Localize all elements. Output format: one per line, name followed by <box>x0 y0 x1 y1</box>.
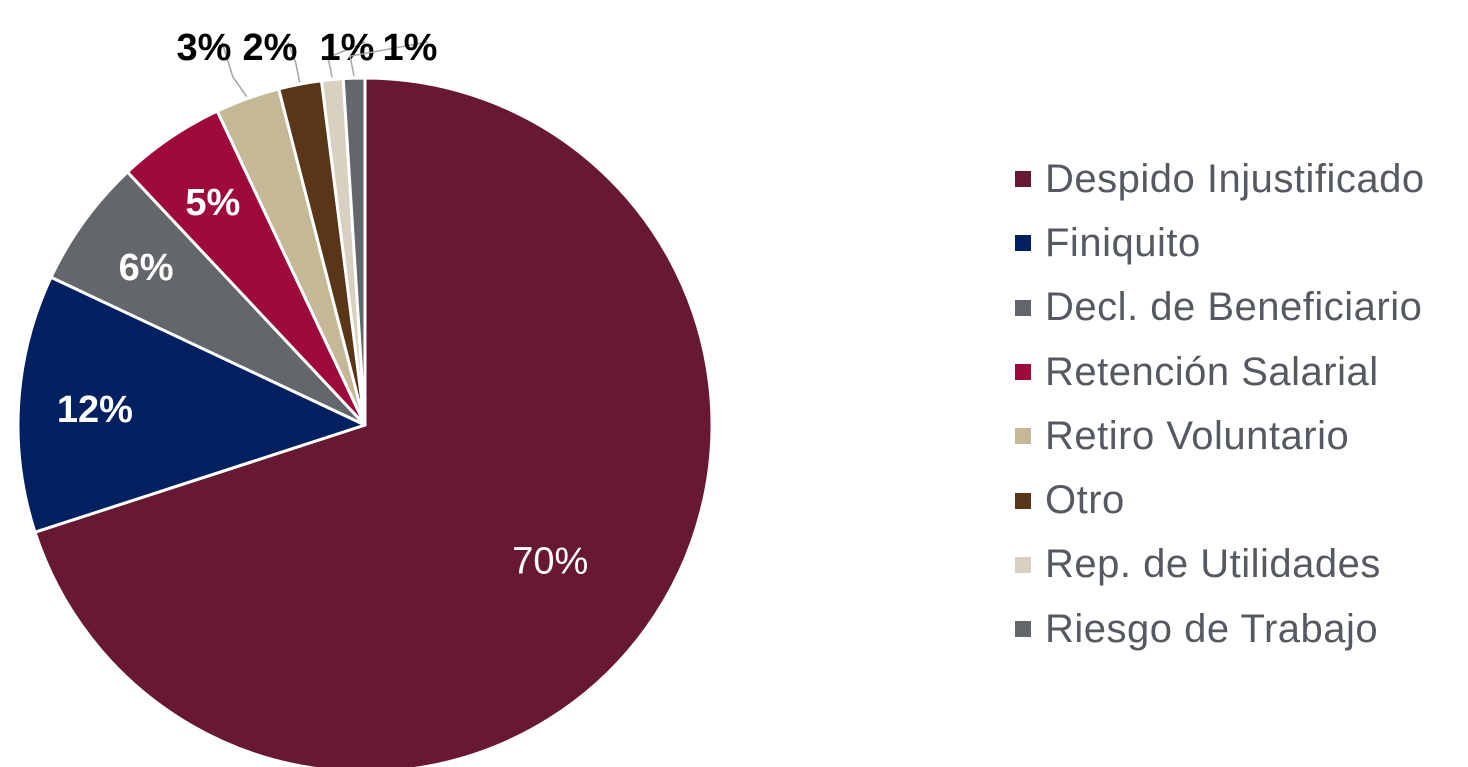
legend-label: Decl. de Beneficiario <box>1045 285 1423 330</box>
legend-swatch <box>1015 299 1031 316</box>
legend-swatch <box>1015 364 1031 381</box>
data-label-despido-injustificado: 70% <box>512 541 588 583</box>
legend-label: Retención Salarial <box>1045 349 1379 394</box>
pie-slice-decl-de-beneficiario <box>49 170 367 427</box>
data-label-riesgo-de-trabajo: 1% <box>383 27 438 69</box>
legend-swatch <box>1015 171 1031 188</box>
legend-label: Despido Injustificado <box>1045 156 1425 201</box>
chart-legend: Despido Injustificado Finiquito Decl. de B… <box>1015 147 1425 661</box>
legend-label: Retiro Voluntario <box>1045 413 1350 458</box>
legend-swatch <box>1015 235 1031 252</box>
legend-item-retiro-voluntario: Retiro Voluntario <box>1015 404 1425 468</box>
data-label-decl-de-beneficiario: 6% <box>119 247 174 289</box>
legend-swatch <box>1015 428 1031 445</box>
legend-item-retencion-salarial: Retención Salarial <box>1015 340 1425 404</box>
legend-item-rep-de-utilidades: Rep. de Utilidades <box>1015 533 1425 597</box>
legend-label: Rep. de Utilidades <box>1045 542 1381 587</box>
legend-swatch <box>1015 492 1031 509</box>
legend-item-despido-injustificado: Despido Injustificado <box>1015 147 1425 211</box>
data-label-rep-de-utilidades: 1% <box>320 27 375 69</box>
leader-line-riesgo-de-trabajo <box>349 41 429 77</box>
legend-label: Otro <box>1045 478 1125 523</box>
leader-line-retiro-voluntario <box>221 41 248 98</box>
legend-swatch <box>1015 621 1031 638</box>
pie-slice-riesgo-de-trabajo <box>341 76 367 427</box>
legend-label: Riesgo de Trabajo <box>1045 606 1379 651</box>
leader-line-rep-de-utilidades <box>327 41 366 78</box>
pie-slice-despido-injustificado <box>33 76 714 767</box>
leader-line-otro <box>287 41 301 83</box>
slice-labels: 70% 12% 6% 5% 3% 2% 1% 1% <box>57 27 588 583</box>
legend-item-finiquito: Finiquito <box>1015 211 1425 275</box>
legend-item-otro: Otro <box>1015 468 1425 532</box>
data-label-otro: 2% <box>243 27 298 69</box>
legend-label: Finiquito <box>1045 220 1201 265</box>
legend-item-riesgo-de-trabajo: Riesgo de Trabajo <box>1015 597 1425 661</box>
data-label-finiquito: 12% <box>57 389 133 431</box>
legend-item-decl-de-beneficiario: Decl. de Beneficiario <box>1015 276 1425 340</box>
data-label-retiro-voluntario: 3% <box>177 27 232 69</box>
pie-slice-finiquito <box>16 275 367 534</box>
legend-swatch <box>1015 556 1031 573</box>
data-label-retencion-salarial: 5% <box>185 182 240 224</box>
